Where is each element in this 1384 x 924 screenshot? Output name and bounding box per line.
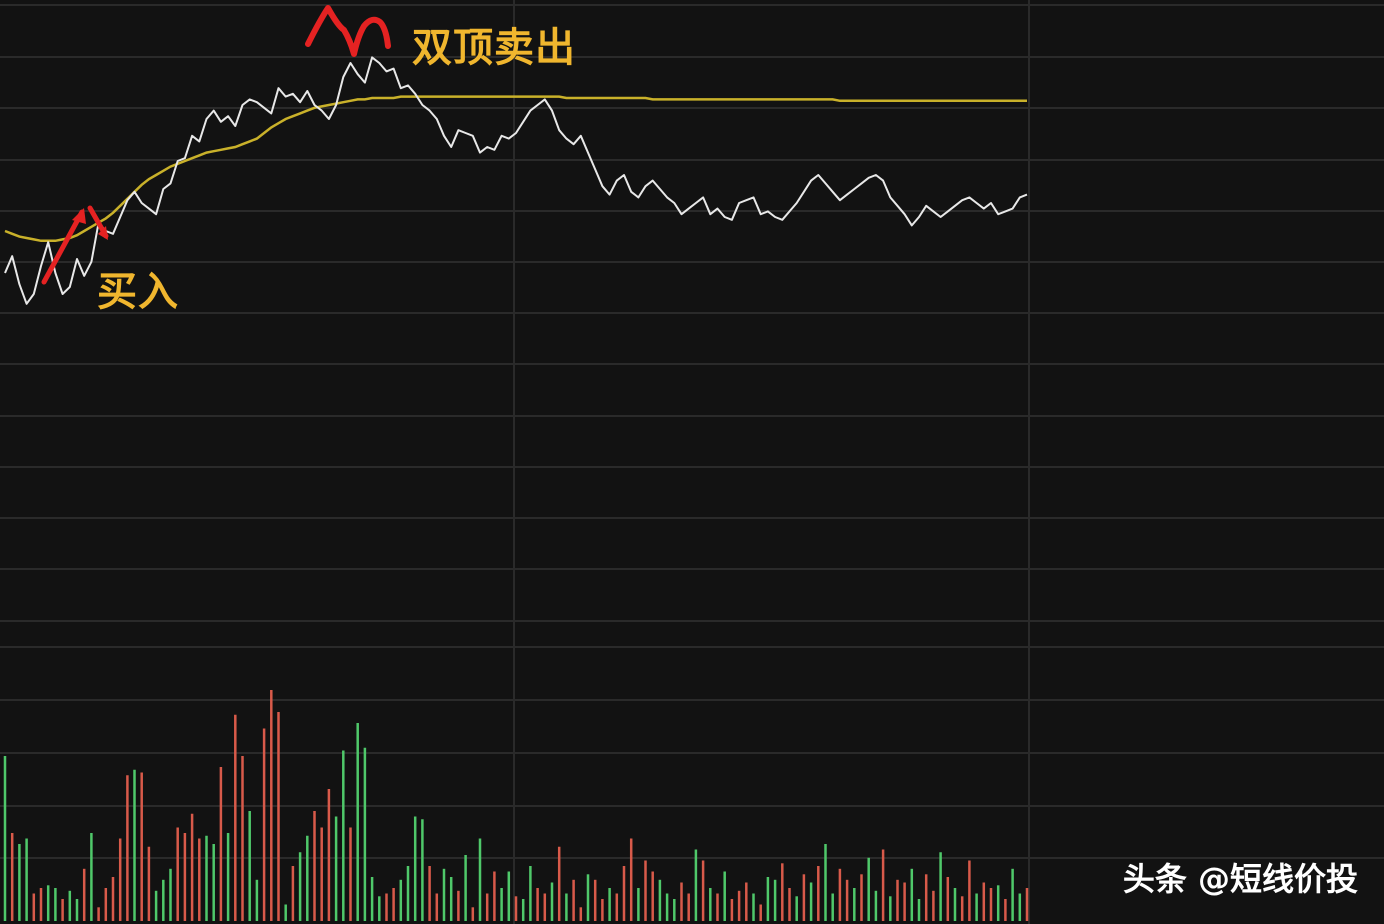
- watermark: 头条 @短线价投: [1122, 860, 1358, 898]
- sell-annotation: 双顶卖出: [412, 25, 576, 71]
- buy-arrow-1: [41, 209, 85, 285]
- buy-annotation: 买入: [97, 269, 179, 315]
- price-line: [4, 56, 1028, 305]
- avg-price-line: [4, 95, 1027, 243]
- buy-arrow-2-head: [98, 226, 108, 240]
- buy-arrow-1-head: [72, 208, 86, 224]
- double-top-marker: [305, 5, 391, 57]
